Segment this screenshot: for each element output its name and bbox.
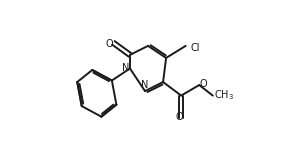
Text: O: O (176, 112, 183, 122)
Text: N: N (122, 64, 130, 73)
Text: N: N (141, 80, 149, 90)
Text: O: O (199, 79, 207, 89)
Text: Cl: Cl (190, 43, 200, 53)
Text: O: O (106, 39, 113, 49)
Text: CH$_3$: CH$_3$ (214, 88, 234, 102)
